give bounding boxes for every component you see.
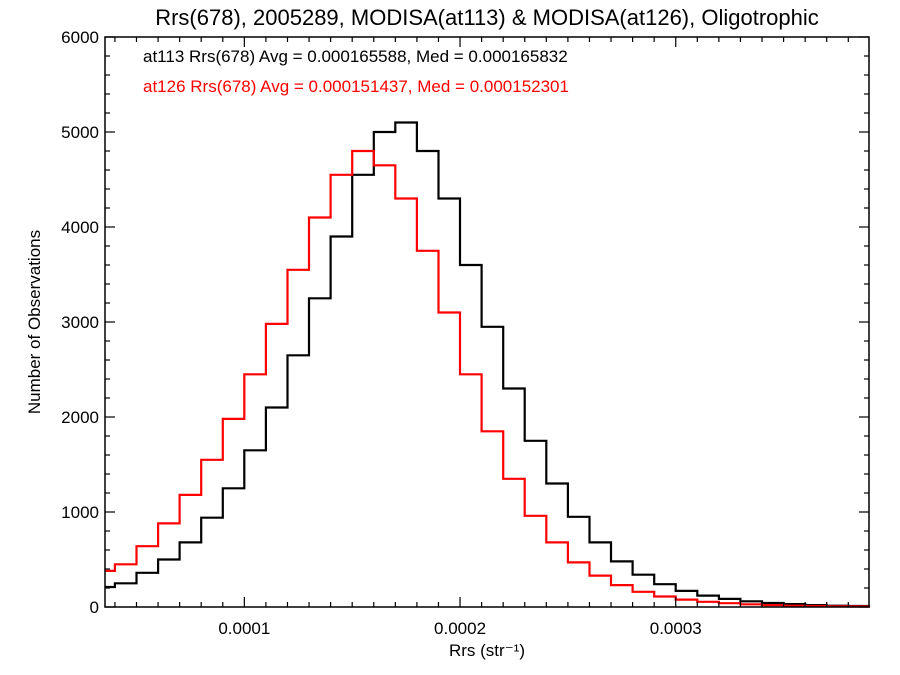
y-tick-label: 2000: [61, 408, 99, 427]
chart-title: Rrs(678), 2005289, MODISA(at113) & MODIS…: [155, 5, 819, 30]
y-tick-label: 1000: [61, 503, 99, 522]
plot-area: [105, 37, 869, 607]
x-tick-label: 0.0002: [434, 619, 486, 638]
y-tick-label: 5000: [61, 123, 99, 142]
x-axis: 0.0001 0.0002 0.0003: [114, 37, 849, 638]
series-1-line: [105, 121, 871, 608]
y-axis: 0 1000 2000 3000 4000 5000 6000: [61, 28, 869, 617]
y-axis-label: Number of Observations: [25, 230, 44, 414]
y-tick-label: 6000: [61, 28, 99, 47]
x-tick-label: 0.0003: [650, 619, 702, 638]
annotation-at113: at113 Rrs(678) Avg = 0.000165588, Med = …: [143, 47, 568, 66]
y-tick-label: 0: [90, 598, 99, 617]
series-layer: [105, 121, 871, 608]
annotation-at126: at126 Rrs(678) Avg = 0.000151437, Med = …: [143, 77, 569, 96]
y-tick-label: 4000: [61, 218, 99, 237]
y-tick-label: 3000: [61, 313, 99, 332]
series-2-line: [105, 149, 871, 608]
x-tick-label: 0.0001: [218, 619, 270, 638]
x-axis-label: Rrs (str⁻¹): [449, 641, 525, 660]
